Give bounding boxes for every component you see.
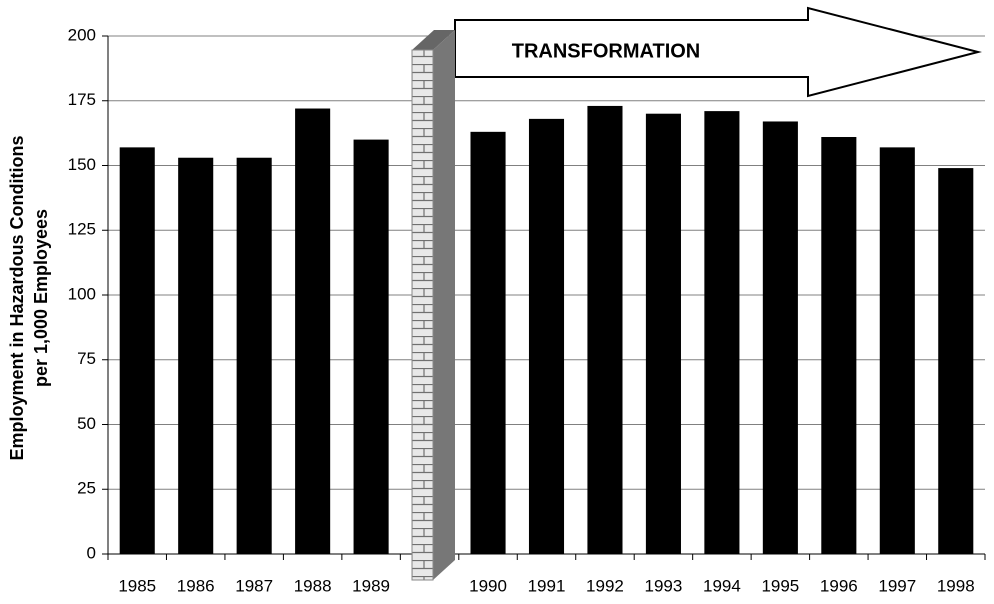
x-tick-label: 1985 [118,576,156,595]
y-tick-label: 125 [68,220,96,239]
bar [529,119,564,554]
bar [880,147,915,554]
x-tick-label: 1998 [937,576,975,595]
wall-front [412,50,433,580]
x-tick-label: 1996 [820,576,858,595]
y-tick-label: 200 [68,25,96,44]
x-tick-label: 1994 [703,576,741,595]
x-tick-label: 1989 [352,576,390,595]
plot-area: 0 25 50 75 100 125 150 175 200 1985 1986 1987 1988 19… [68,25,985,595]
bar [120,147,155,554]
y-axis-label: per 1,000 Employees [31,209,51,387]
x-tick-label: 1992 [586,576,624,595]
bar [295,109,330,554]
x-tick-label: 1997 [878,576,916,595]
y-tick-label: 50 [77,414,96,433]
bar [354,140,389,554]
bar [646,114,681,554]
bar [587,106,622,554]
x-tick-label: 1988 [294,576,332,595]
y-tick-label: 100 [68,284,96,303]
page: 0 25 50 75 100 125 150 175 200 1985 1986 1987 1988 19… [0,0,994,604]
annotation: TRANSFORMATION [512,40,701,62]
y-axis-label: Employment in Hazardous Conditions [7,135,27,460]
x-tick-label: 1987 [235,576,273,595]
x-tick-label: 1991 [528,576,566,595]
y-tick-label: 175 [68,90,96,109]
y-tick-label: 25 [77,479,96,498]
chart: 0 25 50 75 100 125 150 175 200 1985 1986 1987 1988 19… [0,0,994,604]
x-tick-label: 1995 [761,576,799,595]
bar [704,111,739,554]
wall-side [433,30,455,580]
bar [470,132,505,554]
bar [938,168,973,554]
y-tick-label: 75 [77,349,96,368]
x-tick-label: 1990 [469,576,507,595]
x-tick-label: 1993 [645,576,683,595]
bar [763,121,798,554]
bar [178,158,213,554]
bar [821,137,856,554]
x-tick-label: 1986 [177,576,215,595]
y-tick-label: 0 [87,543,96,562]
bar [237,158,272,554]
y-tick-label: 150 [68,155,96,174]
